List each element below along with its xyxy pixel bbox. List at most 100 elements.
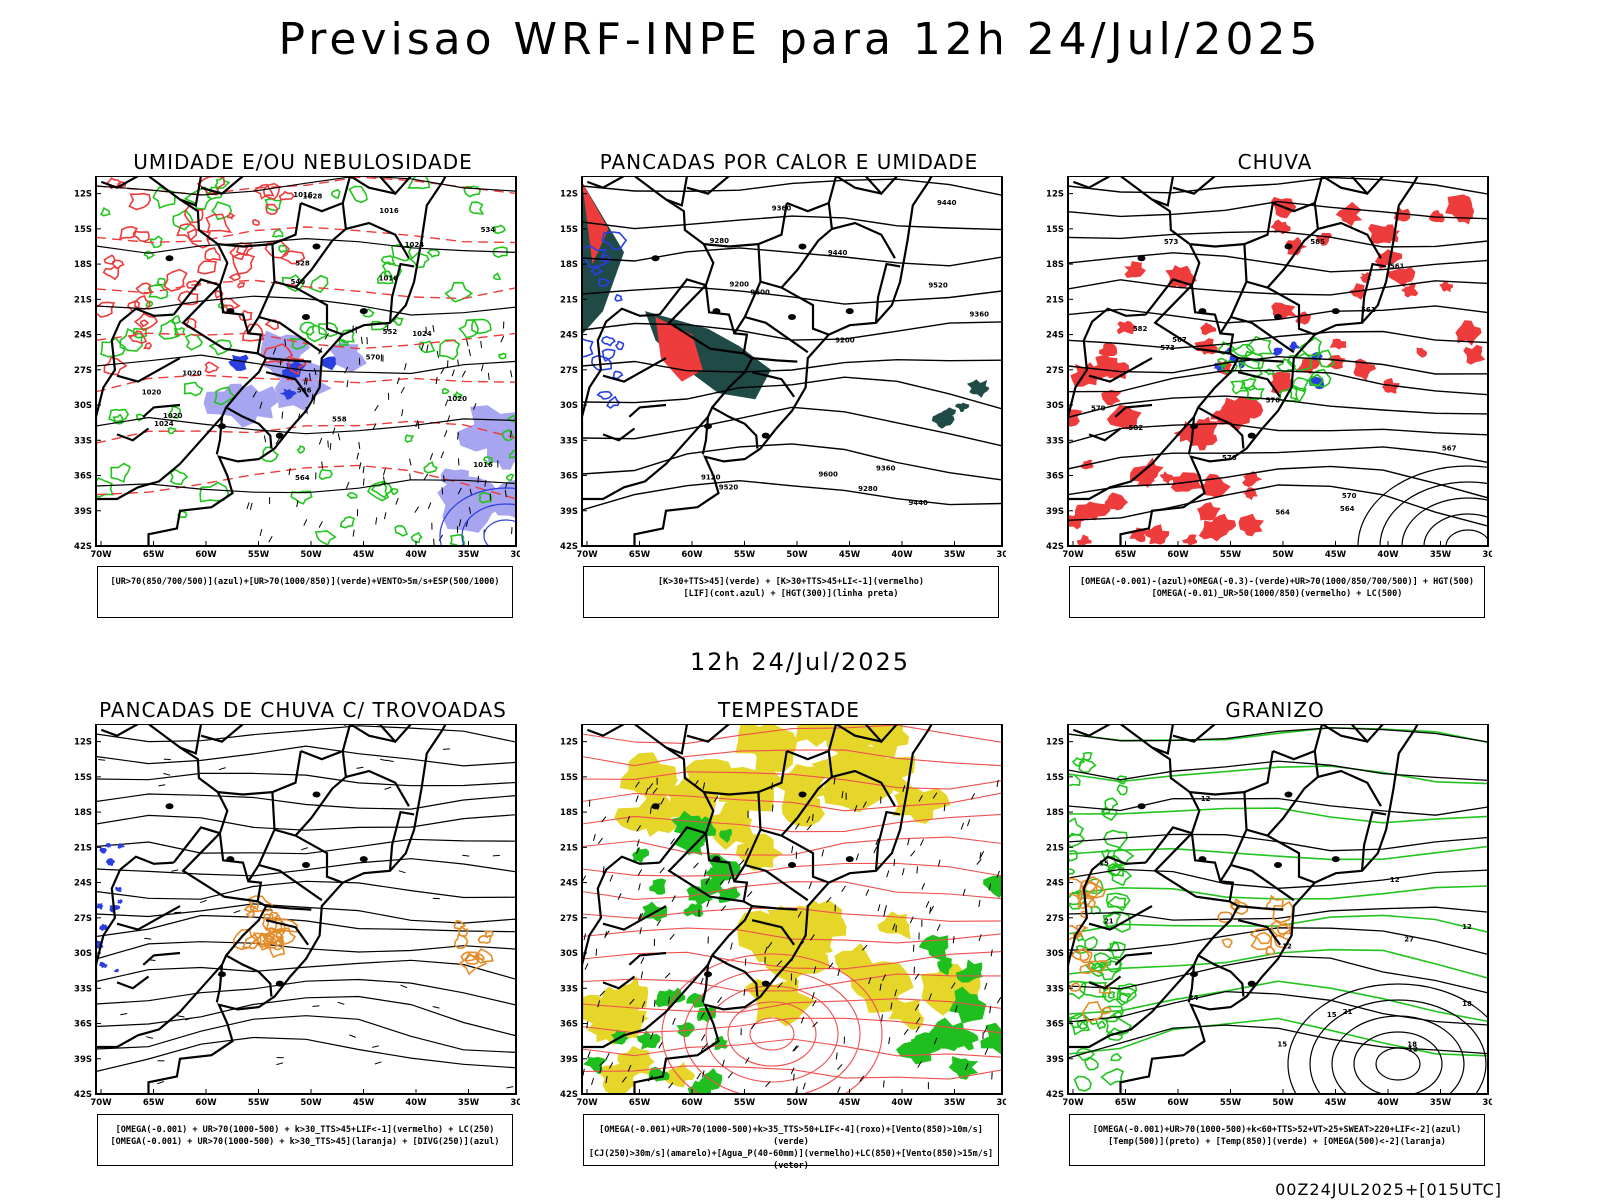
streamline-250 (96, 1036, 516, 1073)
wind-vector (465, 520, 469, 528)
wind-vector (602, 866, 605, 874)
wind-vector (664, 972, 671, 979)
hgt500-contour (1068, 200, 1488, 220)
lifted-index-contour (600, 335, 616, 347)
wind-vector (468, 349, 471, 357)
humidity-contour (498, 352, 507, 360)
lake (1247, 980, 1256, 987)
lake (275, 980, 284, 987)
instability-green-area (955, 402, 970, 413)
omega500-area (1077, 891, 1095, 906)
streamline-250 (96, 858, 516, 877)
contour-label: 573 (1160, 344, 1175, 352)
political-border (116, 975, 150, 990)
hgt300-contour (582, 178, 1002, 196)
contour-label: 561 (1361, 306, 1376, 314)
wind-vector (821, 849, 825, 857)
wind-vector (936, 924, 941, 931)
wind-vector (943, 804, 946, 812)
rain-core (1288, 341, 1299, 351)
contour-label: 9440 (908, 499, 928, 507)
contour-label: 15 (1277, 1040, 1287, 1048)
humidity-high-area (328, 341, 367, 373)
wind-vector (705, 878, 710, 885)
political-border (831, 221, 896, 259)
lake (312, 791, 321, 798)
wind-vector (793, 1045, 799, 1052)
wind-vector (626, 815, 631, 823)
contour-label: 561 (1390, 262, 1405, 270)
lon-label: 40W (405, 1098, 427, 1108)
political-border (586, 724, 625, 737)
contour-label: 1020 (182, 369, 202, 377)
lat-label: 24S (560, 331, 578, 341)
lat-label: 39S (1046, 507, 1064, 517)
temp850-contour (1068, 948, 1488, 979)
temp850-contour (1068, 891, 1083, 906)
political-border (1172, 176, 1216, 195)
thunder-orange-area (477, 934, 493, 944)
rain-area (1099, 342, 1118, 358)
contour-label: 1028 (303, 192, 323, 200)
lake (1284, 243, 1293, 250)
wind-vector (654, 999, 656, 1007)
streamline-250 (96, 903, 516, 924)
humidity-contour (418, 340, 436, 354)
instability-green-area (940, 407, 956, 420)
wind-vector (914, 1004, 920, 1011)
humidity-high-area (440, 468, 469, 495)
wind-vector (634, 781, 640, 788)
wind-vector (480, 364, 484, 372)
streamline-250 (96, 814, 516, 831)
map-basemap (96, 724, 447, 1094)
contour-label: 9440 (937, 199, 957, 207)
humidity-contour (213, 386, 237, 406)
lifted-index-contour (590, 354, 613, 371)
panel-title-chuva: CHUVA (1237, 150, 1313, 174)
wind-vector (670, 838, 676, 845)
contour-label: 27 (1404, 936, 1414, 944)
wind-vector (435, 376, 438, 385)
temp500-cold-core (1287, 983, 1488, 1094)
wind-vector (642, 1015, 644, 1023)
omega-contour (1292, 376, 1309, 393)
contour-label: 567 (1442, 444, 1457, 452)
humidity-high-area (203, 383, 265, 428)
political-border (200, 724, 244, 743)
thickness-contour (139, 319, 150, 328)
thickness-contour (238, 309, 253, 322)
thunder-orange-area (453, 933, 469, 950)
political-border (667, 284, 744, 355)
humidity-contour (271, 228, 284, 238)
thickness-contour (204, 247, 221, 261)
lon-label: 35W (944, 1098, 966, 1108)
wind-vector (621, 1076, 627, 1083)
temp850-contour (1068, 817, 1085, 837)
wind-vector (415, 420, 419, 428)
temp500-contour (1068, 868, 1488, 889)
wind-vector (980, 850, 985, 858)
pressure-isobar (96, 295, 516, 316)
humidity-contour (407, 176, 431, 190)
lon-label: 55W (1220, 1098, 1242, 1108)
wind850-area (948, 1056, 979, 1080)
wind-vector (281, 411, 284, 419)
wind-vector (668, 996, 670, 1004)
wind850-area (711, 1035, 728, 1050)
omega500-area (1076, 896, 1096, 910)
wind-vector (597, 837, 603, 844)
thickness-contour (135, 282, 152, 295)
wind-vector (883, 909, 886, 917)
political-border (200, 176, 244, 195)
temp850-contour (1106, 895, 1127, 909)
legend-line: [Temp(500)](preto) + [Temp(850)](verde) … (1108, 1137, 1446, 1147)
thunder-orange-area (241, 933, 259, 950)
wind-vector (989, 1006, 992, 1014)
political-border (1360, 262, 1387, 323)
contour-label: 564 (295, 474, 310, 482)
humidity-contour (112, 413, 124, 425)
wind-vector (649, 806, 652, 814)
contour-label: 12 (1462, 923, 1472, 931)
wind850-area (676, 1022, 695, 1038)
